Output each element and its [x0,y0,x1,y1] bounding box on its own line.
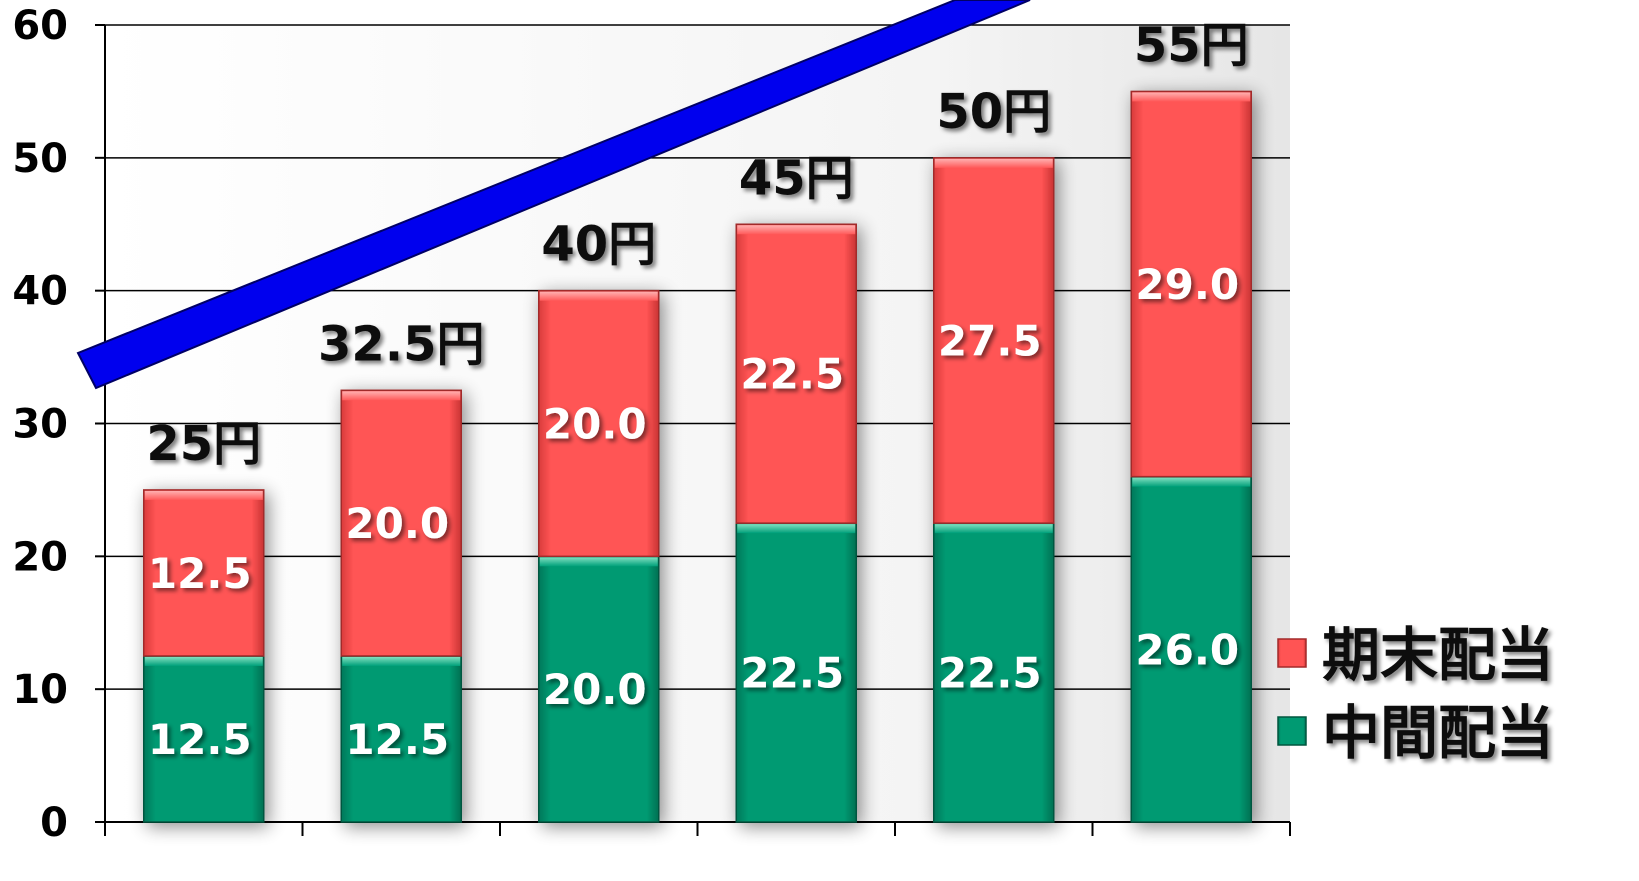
interim-value-label-0: 12.5 [148,715,252,764]
bar-group-4 [933,157,1055,823]
value-labels: 12.5 12.5 25円 12.5 20.0 32.5円 20.0 20.0 40円 22.5 2… [146,17,1248,764]
bars [143,90,1252,823]
interim-value-label-2: 20.0 [543,665,647,714]
legend-label-1: 中間配当 [1322,699,1554,767]
bar-interim-1 [340,655,462,823]
bar-yearend-3 [735,223,857,524]
total-label-2: 40円 [541,217,656,273]
bar-interim-bevel-2 [539,557,658,567]
bar-yearend-bevel-0 [144,490,263,500]
bar-yearend-bevel-5 [1132,92,1251,102]
bar-interim-5 [1130,475,1252,823]
bar-group-0 [143,489,265,823]
yearend-value-label-5: 29.0 [1135,260,1239,309]
bar-yearend-4 [933,157,1055,524]
yearend-value-label-1: 20.0 [345,499,449,548]
yearend-value-label-3: 22.5 [740,350,844,399]
y-tick-label-4: 40 [12,269,68,315]
bar-yearend-bevel-3 [737,225,856,235]
interim-value-label-4: 22.5 [938,649,1042,698]
total-label-5: 55円 [1134,17,1249,73]
bar-group-1 [340,389,462,823]
bar-interim-bevel-1 [342,656,461,666]
trend-arrow [76,0,1031,390]
total-label-0: 25円 [146,416,261,472]
y-tick-label-5: 50 [12,136,68,182]
bar-interim-3 [735,522,857,823]
interim-value-label-5: 26.0 [1135,625,1239,674]
bar-group-2 [538,289,660,823]
legend-swatch-0 [1277,638,1307,668]
bar-interim-0 [143,655,265,823]
total-label-3: 45円 [739,150,854,206]
y-tick-label-3: 30 [12,402,68,448]
legend-label-0: 期末配当 [1322,621,1554,689]
yearend-value-label-0: 12.5 [148,549,252,598]
total-label-4: 50円 [936,84,1051,140]
yearend-value-label-4: 27.5 [938,316,1042,365]
bar-interim-bevel-0 [144,656,263,666]
y-tick-label-0: 0 [40,800,68,846]
bar-yearend-bevel-2 [539,291,658,301]
axes: 0 10 20 30 40 50 60 [12,3,1291,846]
y-tick-label-1: 10 [12,667,68,713]
interim-value-label-3: 22.5 [740,649,844,698]
interim-value-label-1: 12.5 [345,715,449,764]
bar-yearend-1 [340,389,462,657]
bar-yearend-5 [1130,90,1252,478]
bar-interim-bevel-3 [737,524,856,534]
bar-yearend-bevel-4 [934,158,1053,168]
y-tick-label-6: 60 [12,3,68,49]
bar-yearend-2 [538,289,660,558]
bar-group-5 [1130,90,1252,823]
legend-swatch-1 [1277,716,1307,746]
yearend-value-label-2: 20.0 [543,400,647,449]
y-tick-label-2: 20 [12,534,68,580]
bar-group-3 [735,223,857,823]
bar-yearend-0 [143,489,265,657]
bar-interim-4 [933,522,1055,823]
bar-interim-bevel-5 [1132,477,1251,487]
bar-interim-bevel-4 [934,524,1053,534]
total-label-1: 32.5円 [318,316,484,372]
bar-yearend-bevel-1 [342,391,461,401]
